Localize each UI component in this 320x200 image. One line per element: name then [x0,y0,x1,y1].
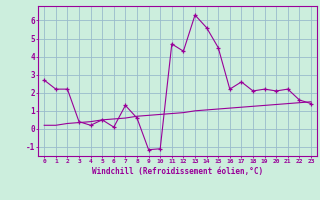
X-axis label: Windchill (Refroidissement éolien,°C): Windchill (Refroidissement éolien,°C) [92,167,263,176]
